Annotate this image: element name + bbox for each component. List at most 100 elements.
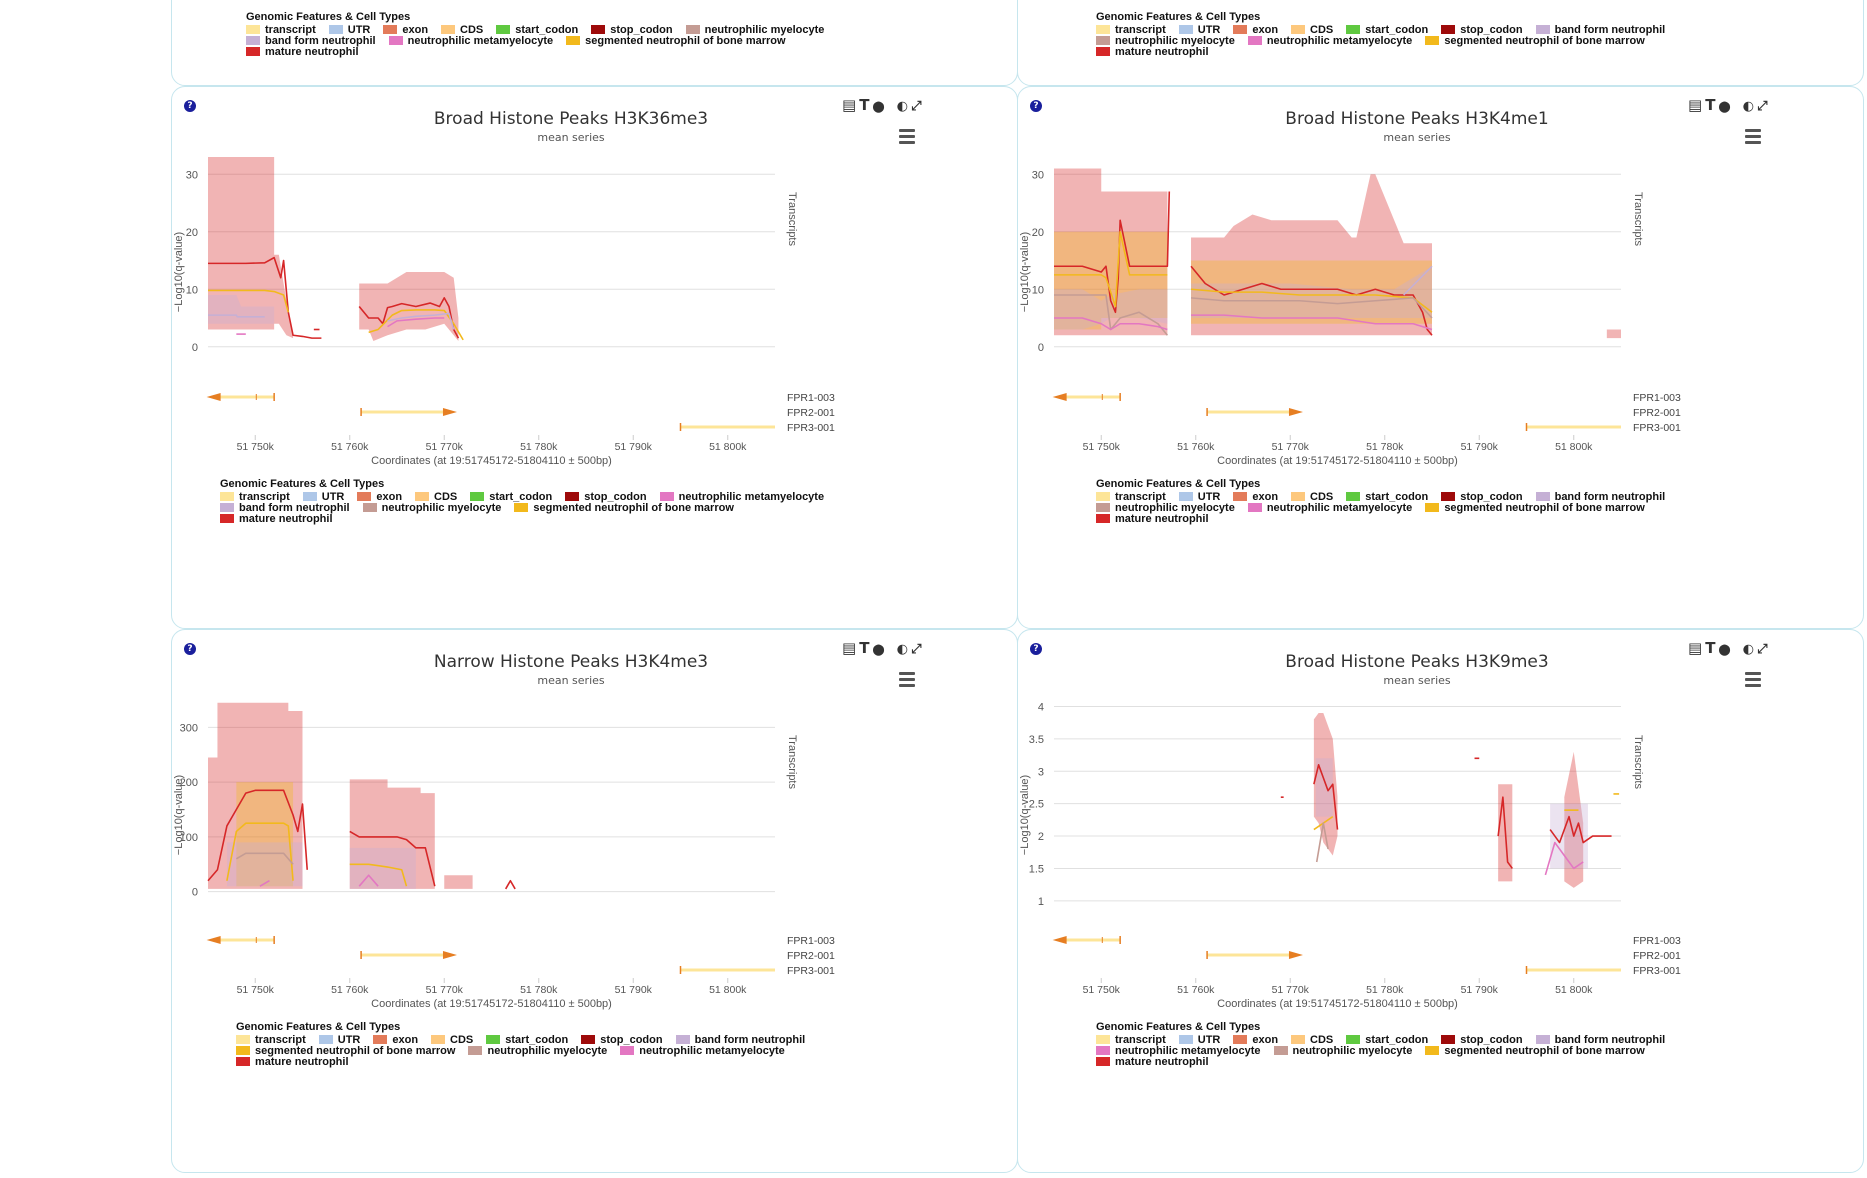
legend-item-transcript[interactable]: transcript <box>1096 492 1166 503</box>
legend-item-mature-neutrophil[interactable]: mature neutrophil <box>236 1057 349 1068</box>
legend-item-neutrophilic-metamyelocyte[interactable]: neutrophilic metamyelocyte <box>1247 36 1412 47</box>
menu-icon[interactable] <box>1745 129 1761 147</box>
legend-item-transcript[interactable]: transcript <box>220 492 290 503</box>
legend-item-neutrophilic-metamyelocyte[interactable]: neutrophilic metamyelocyte <box>1096 1046 1261 1057</box>
legend-label: exon <box>1252 24 1279 36</box>
legend-item-start-codon[interactable]: start_codon <box>1346 25 1428 36</box>
legend-item-cds[interactable]: CDS <box>415 492 457 503</box>
legend-item-band-form-neutrophil[interactable]: band form neutrophil <box>1535 25 1665 36</box>
tag-icon[interactable]: ⬤ <box>872 643 885 656</box>
help-icon[interactable]: ? <box>184 643 196 655</box>
legend-item-transcript[interactable]: transcript <box>246 25 316 36</box>
hide-icon[interactable]: ◐ <box>896 642 909 657</box>
legend-item-transcript[interactable]: transcript <box>236 1035 306 1046</box>
legend-item-band-form-neutrophil[interactable]: band form neutrophil <box>1535 1035 1665 1046</box>
tag-icon[interactable]: ⬤ <box>1718 643 1731 656</box>
legend-item-mature-neutrophil[interactable]: mature neutrophil <box>246 47 359 58</box>
text-icon[interactable]: T <box>1705 639 1716 657</box>
legend-item-cds[interactable]: CDS <box>1291 25 1333 36</box>
legend-item-cds[interactable]: CDS <box>1291 492 1333 503</box>
legend-item-utr[interactable]: UTR <box>302 492 344 503</box>
legend-item-start-codon[interactable]: start_codon <box>496 25 578 36</box>
legend-item-mature-neutrophil[interactable]: mature neutrophil <box>1096 47 1209 58</box>
hide-icon[interactable]: ◐ <box>1742 642 1755 657</box>
tag-icon[interactable]: ⬤ <box>1718 100 1731 113</box>
legend-item-segmented-neutrophil-of-bone-marrow[interactable]: segmented neutrophil of bone marrow <box>1425 36 1645 47</box>
hide-icon[interactable]: ◐ <box>896 99 909 114</box>
legend-item-transcript[interactable]: transcript <box>1096 1035 1166 1046</box>
legend-item-utr[interactable]: UTR <box>1178 25 1220 36</box>
expand-icon[interactable]: ⤢ <box>1757 99 1768 114</box>
legend-item-mature-neutrophil[interactable]: mature neutrophil <box>220 514 333 525</box>
menu-icon[interactable] <box>1745 672 1761 690</box>
range-band-mature-neutrophil <box>1054 168 1168 336</box>
legend-item-neutrophilic-metamyelocyte[interactable]: neutrophilic metamyelocyte <box>1247 503 1412 514</box>
legend-item-utr[interactable]: UTR <box>1178 492 1220 503</box>
legend-item-start-codon[interactable]: start_codon <box>486 1035 568 1046</box>
table-icon[interactable]: ▤ <box>842 639 857 657</box>
legend-item-transcript[interactable]: transcript <box>1096 25 1166 36</box>
legend-item-segmented-neutrophil-of-bone-marrow[interactable]: segmented neutrophil of bone marrow <box>1425 1046 1645 1057</box>
legend-item-exon[interactable]: exon <box>357 492 402 503</box>
legend-item-band-form-neutrophil[interactable]: band form neutrophil <box>1535 492 1665 503</box>
legend-item-exon[interactable]: exon <box>1233 25 1278 36</box>
legend-item-stop-codon[interactable]: stop_codon <box>1441 492 1523 503</box>
legend-item-neutrophilic-myelocyte[interactable]: neutrophilic myelocyte <box>1273 1046 1412 1057</box>
legend-item-cds[interactable]: CDS <box>431 1035 473 1046</box>
legend-item-stop-codon[interactable]: stop_codon <box>1441 25 1523 36</box>
legend-item-exon[interactable]: exon <box>383 25 428 36</box>
legend-item-neutrophilic-metamyelocyte[interactable]: neutrophilic metamyelocyte <box>620 1046 785 1057</box>
legend-item-mature-neutrophil[interactable]: mature neutrophil <box>1096 514 1209 525</box>
legend-item-band-form-neutrophil[interactable]: band form neutrophil <box>220 503 350 514</box>
legend-item-stop-codon[interactable]: stop_codon <box>581 1035 663 1046</box>
text-icon[interactable]: T <box>859 96 870 114</box>
legend-item-band-form-neutrophil[interactable]: band form neutrophil <box>246 36 376 47</box>
table-icon[interactable]: ▤ <box>1688 639 1703 657</box>
help-icon[interactable]: ? <box>1030 643 1042 655</box>
legend-item-start-codon[interactable]: start_codon <box>1346 1035 1428 1046</box>
y-tick-label: 100 <box>180 832 198 844</box>
text-icon[interactable]: T <box>859 639 870 657</box>
menu-icon[interactable] <box>899 129 915 147</box>
hide-icon[interactable]: ◐ <box>1742 99 1755 114</box>
legend-item-neutrophilic-myelocyte[interactable]: neutrophilic myelocyte <box>685 25 824 36</box>
legend-item-utr[interactable]: UTR <box>328 25 370 36</box>
legend-item-band-form-neutrophil[interactable]: band form neutrophil <box>675 1035 805 1046</box>
table-icon[interactable]: ▤ <box>842 96 857 114</box>
legend-item-start-codon[interactable]: start_codon <box>1346 492 1428 503</box>
help-icon[interactable]: ? <box>1030 100 1042 112</box>
legend-item-stop-codon[interactable]: stop_codon <box>565 492 647 503</box>
expand-icon[interactable]: ⤢ <box>911 99 922 114</box>
text-icon[interactable]: T <box>1705 96 1716 114</box>
range-band-mature-neutrophil <box>208 157 294 339</box>
legend-item-exon[interactable]: exon <box>1233 1035 1278 1046</box>
legend-item-exon[interactable]: exon <box>1233 492 1278 503</box>
legend-item-segmented-neutrophil-of-bone-marrow[interactable]: segmented neutrophil of bone marrow <box>566 36 786 47</box>
legend-item-neutrophilic-myelocyte[interactable]: neutrophilic myelocyte <box>1096 503 1235 514</box>
menu-icon[interactable] <box>899 672 915 690</box>
legend-item-utr[interactable]: UTR <box>1178 1035 1220 1046</box>
legend-item-exon[interactable]: exon <box>373 1035 418 1046</box>
legend-item-neutrophilic-metamyelocyte[interactable]: neutrophilic metamyelocyte <box>659 492 824 503</box>
legend-item-segmented-neutrophil-of-bone-marrow[interactable]: segmented neutrophil of bone marrow <box>514 503 734 514</box>
tag-icon[interactable]: ⬤ <box>872 100 885 113</box>
legend-item-mature-neutrophil[interactable]: mature neutrophil <box>1096 1057 1209 1068</box>
legend-item-cds[interactable]: CDS <box>441 25 483 36</box>
range-band-segmented-neutrophil-of-bone-marrow <box>1191 260 1432 324</box>
expand-icon[interactable]: ⤢ <box>1757 642 1768 657</box>
legend-item-neutrophilic-myelocyte[interactable]: neutrophilic myelocyte <box>362 503 501 514</box>
legend-item-stop-codon[interactable]: stop_codon <box>591 25 673 36</box>
x-axis-label: Coordinates (at 19:51745172-51804110 ± 5… <box>371 998 612 1010</box>
legend-item-utr[interactable]: UTR <box>318 1035 360 1046</box>
legend-item-neutrophilic-myelocyte[interactable]: neutrophilic myelocyte <box>468 1046 607 1057</box>
legend-item-segmented-neutrophil-of-bone-marrow[interactable]: segmented neutrophil of bone marrow <box>236 1046 455 1057</box>
table-icon[interactable]: ▤ <box>1688 96 1703 114</box>
legend-item-cds[interactable]: CDS <box>1291 1035 1333 1046</box>
legend-item-neutrophilic-metamyelocyte[interactable]: neutrophilic metamyelocyte <box>388 36 553 47</box>
legend-item-segmented-neutrophil-of-bone-marrow[interactable]: segmented neutrophil of bone marrow <box>1425 503 1645 514</box>
expand-icon[interactable]: ⤢ <box>911 642 922 657</box>
help-icon[interactable]: ? <box>184 100 196 112</box>
legend-item-start-codon[interactable]: start_codon <box>470 492 552 503</box>
legend-item-stop-codon[interactable]: stop_codon <box>1441 1035 1523 1046</box>
legend-item-neutrophilic-myelocyte[interactable]: neutrophilic myelocyte <box>1096 36 1235 47</box>
